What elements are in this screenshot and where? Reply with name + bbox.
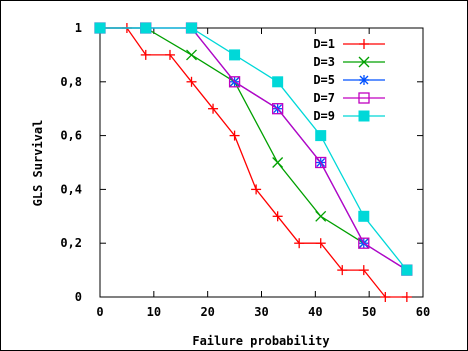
y-tick-label: 0,6 [60,129,82,143]
legend-label-d-5: D=5 [313,73,335,87]
plot-area [99,27,424,298]
y-tick-label: 0,8 [60,75,82,89]
data-point-d-7 [358,237,370,249]
data-point-d-9 [229,49,241,61]
legend-marker-d-7 [358,92,370,104]
data-point-d-9 [272,76,284,88]
y-tick-label: 0,2 [60,236,82,250]
data-point-d-7 [315,156,327,169]
x-tick-label: 30 [254,305,268,319]
legend-label-d-3: D=3 [313,55,335,69]
y-axis-title: GLS Survival [31,120,45,207]
data-point-d-9 [358,210,370,222]
data-point-d-9 [94,22,106,34]
y-tick-label: 0 [75,290,82,304]
legend-marker-d-9 [358,110,370,122]
data-point-d-9 [401,264,413,276]
x-axis-title: Failure probability [192,334,329,348]
data-point-d-9 [186,22,198,34]
legend-label-d-9: D=9 [313,109,335,123]
y-tick-label: 0,4 [60,182,82,196]
x-tick-label: 50 [362,305,376,319]
legend-label-d-1: D=1 [313,37,335,51]
data-point-d-7 [271,103,284,115]
x-tick-label: 20 [200,305,214,319]
series-line-d-9 [100,27,408,271]
legend-label-d-7: D=7 [313,91,335,105]
legend-marker-d-5 [359,75,369,85]
data-point-d-3 [272,157,284,168]
data-point-d-9 [140,22,152,34]
x-tick-label: 0 [96,305,103,319]
data-point-d-3 [315,210,327,222]
legend-marker-d-3 [358,56,370,68]
data-point-d-9 [315,130,327,142]
data-point-d-7 [228,76,241,88]
y-tick-label: 1 [75,21,82,35]
x-tick-label: 60 [416,305,430,319]
data-point-d-3 [186,49,197,61]
x-tick-label: 10 [147,305,161,319]
x-tick-label: 40 [308,305,322,319]
series-line-d-1 [100,27,407,298]
